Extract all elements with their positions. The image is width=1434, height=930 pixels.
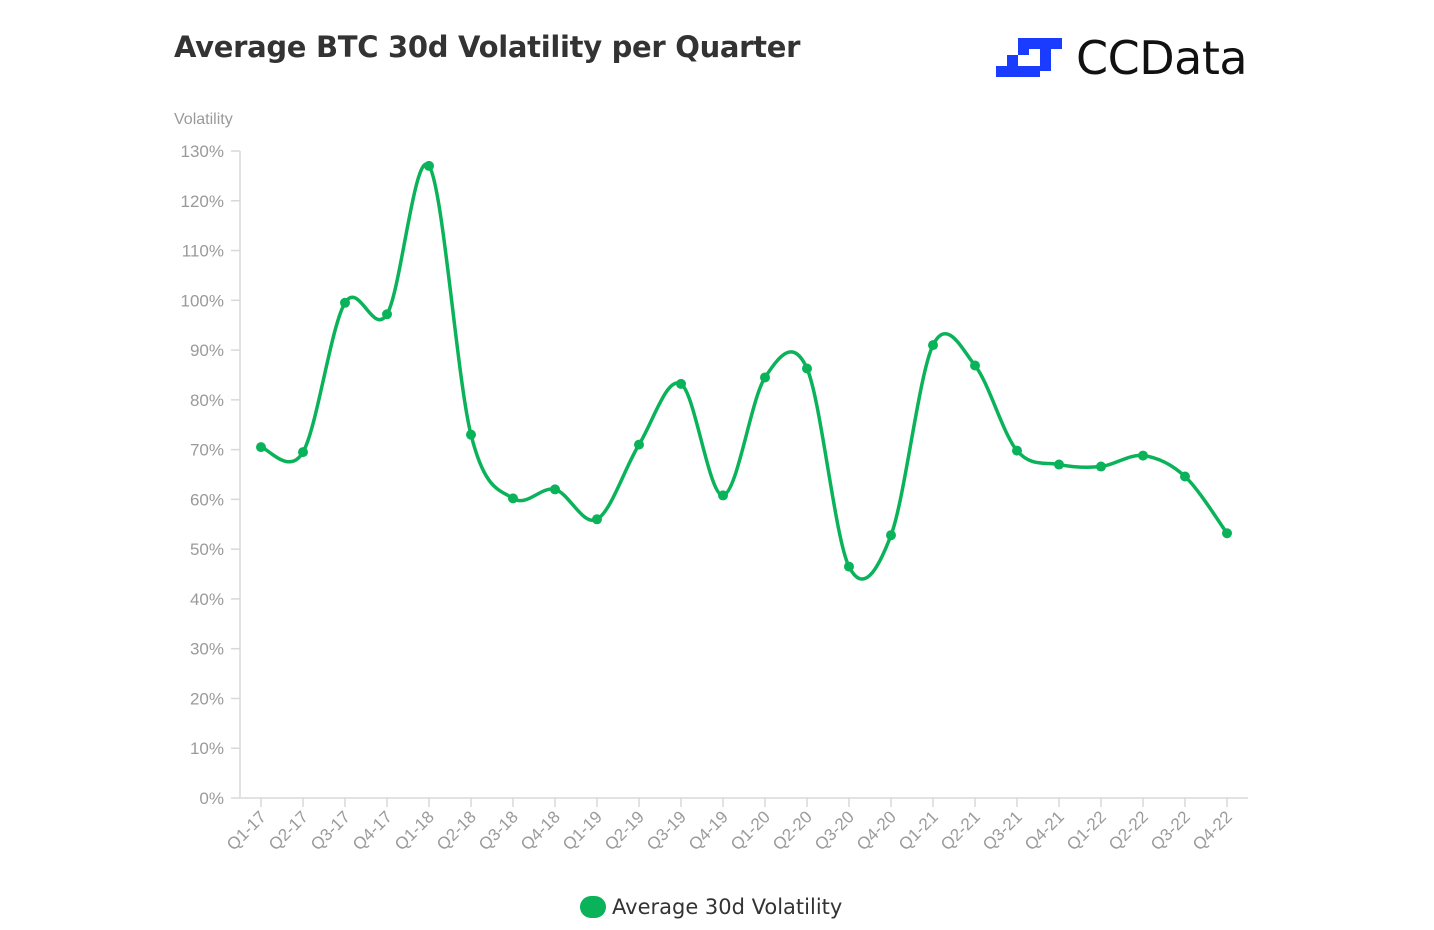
x-axis: Q1-17Q2-17Q3-17Q4-17Q1-18Q2-18Q3-18Q4-18…	[223, 797, 1248, 854]
x-tick-label: Q4-17	[349, 807, 396, 854]
x-tick-label: Q2-17	[265, 807, 312, 854]
x-tick-label: Q3-17	[307, 807, 354, 854]
x-tick-label: Q1-19	[559, 807, 606, 854]
data-point-q3-19[interactable]	[676, 378, 686, 389]
x-tick-label: Q1-17	[223, 807, 270, 854]
y-axis: 0% 10% 20% 30% 40% 50% 60% 70% 80% 90% 100% 110% 120…	[181, 142, 241, 808]
x-tick-label: Q3-21	[979, 807, 1026, 854]
data-point-q4-20[interactable]	[886, 530, 896, 541]
data-point-q4-19[interactable]	[718, 490, 728, 501]
legend[interactable]: Average 30d Volatility	[580, 895, 842, 919]
y-tick-label: 40%	[190, 590, 224, 609]
x-tick-label: Q1-18	[391, 807, 438, 854]
data-point-q3-21[interactable]	[1012, 445, 1022, 456]
y-axis-title: Volatility	[174, 111, 233, 128]
data-point-q4-22[interactable]	[1222, 528, 1232, 539]
x-tick-label: Q1-21	[895, 807, 942, 854]
data-point-q2-20[interactable]	[802, 363, 812, 374]
ccdata-logo: CCData	[996, 31, 1248, 85]
y-tick-label: 70%	[190, 441, 224, 460]
y-tick-label: 80%	[190, 391, 224, 410]
data-point-q4-17[interactable]	[382, 309, 392, 320]
data-point-q2-21[interactable]	[970, 360, 980, 371]
x-tick-label: Q3-19	[643, 807, 690, 854]
y-tick-label: 100%	[181, 291, 224, 310]
data-point-q2-18[interactable]	[466, 429, 476, 440]
data-point-q2-17[interactable]	[298, 447, 308, 458]
x-tick-label: Q4-22	[1189, 807, 1236, 854]
data-point-q1-18[interactable]	[424, 160, 434, 171]
x-tick-label: Q2-19	[601, 807, 648, 854]
y-tick-label: 20%	[190, 689, 224, 708]
y-tick-label: 30%	[190, 640, 224, 659]
legend-swatch	[580, 896, 606, 918]
x-tick-label: Q3-18	[475, 807, 522, 854]
data-point-q1-21[interactable]	[928, 340, 938, 351]
data-points	[256, 160, 1232, 572]
x-tick-label: Q4-18	[517, 807, 564, 854]
data-point-q4-21[interactable]	[1054, 459, 1064, 470]
x-tick-label: Q3-20	[811, 807, 858, 854]
data-point-q3-22[interactable]	[1180, 471, 1190, 482]
data-point-q1-19[interactable]	[592, 514, 602, 525]
x-tick-label: Q1-22	[1063, 807, 1110, 854]
legend-label: Average 30d Volatility	[612, 895, 843, 919]
data-point-q2-19[interactable]	[634, 439, 644, 450]
data-point-q3-17[interactable]	[340, 297, 350, 308]
x-tick-label: Q2-21	[937, 807, 984, 854]
x-tick-label: Q2-22	[1105, 807, 1152, 854]
data-point-q1-22[interactable]	[1096, 461, 1106, 472]
data-point-q1-17[interactable]	[256, 442, 266, 453]
y-tick-label: 0%	[199, 789, 224, 808]
chart-title: Average BTC 30d Volatility per Quarter	[174, 30, 801, 64]
y-tick-label: 10%	[190, 739, 224, 758]
y-tick-label: 120%	[181, 192, 224, 211]
x-tick-label: Q4-20	[853, 807, 900, 854]
x-tick-label: Q2-20	[769, 807, 816, 854]
x-tick-label: Q1-20	[727, 807, 774, 854]
x-tick-label: Q4-21	[1021, 807, 1068, 854]
series-line-average-30d-volatility	[259, 162, 1229, 581]
data-point-q3-18[interactable]	[508, 493, 518, 504]
y-tick-label: 60%	[190, 490, 224, 509]
y-tick-label: 110%	[182, 242, 224, 261]
y-tick-label: 90%	[190, 341, 224, 360]
data-point-q3-20[interactable]	[844, 561, 854, 572]
y-tick-label: 130%	[181, 142, 224, 161]
ccdata-logo-icon	[996, 38, 1062, 77]
x-tick-label: Q2-18	[433, 807, 480, 854]
data-point-q1-20[interactable]	[760, 372, 770, 383]
data-point-q2-22[interactable]	[1138, 450, 1148, 461]
x-tick-label: Q3-22	[1147, 807, 1194, 854]
y-tick-label: 50%	[190, 540, 224, 559]
x-tick-label: Q4-19	[685, 807, 732, 854]
data-point-q4-18[interactable]	[550, 484, 560, 495]
ccdata-logo-text: CCData	[1076, 31, 1248, 85]
